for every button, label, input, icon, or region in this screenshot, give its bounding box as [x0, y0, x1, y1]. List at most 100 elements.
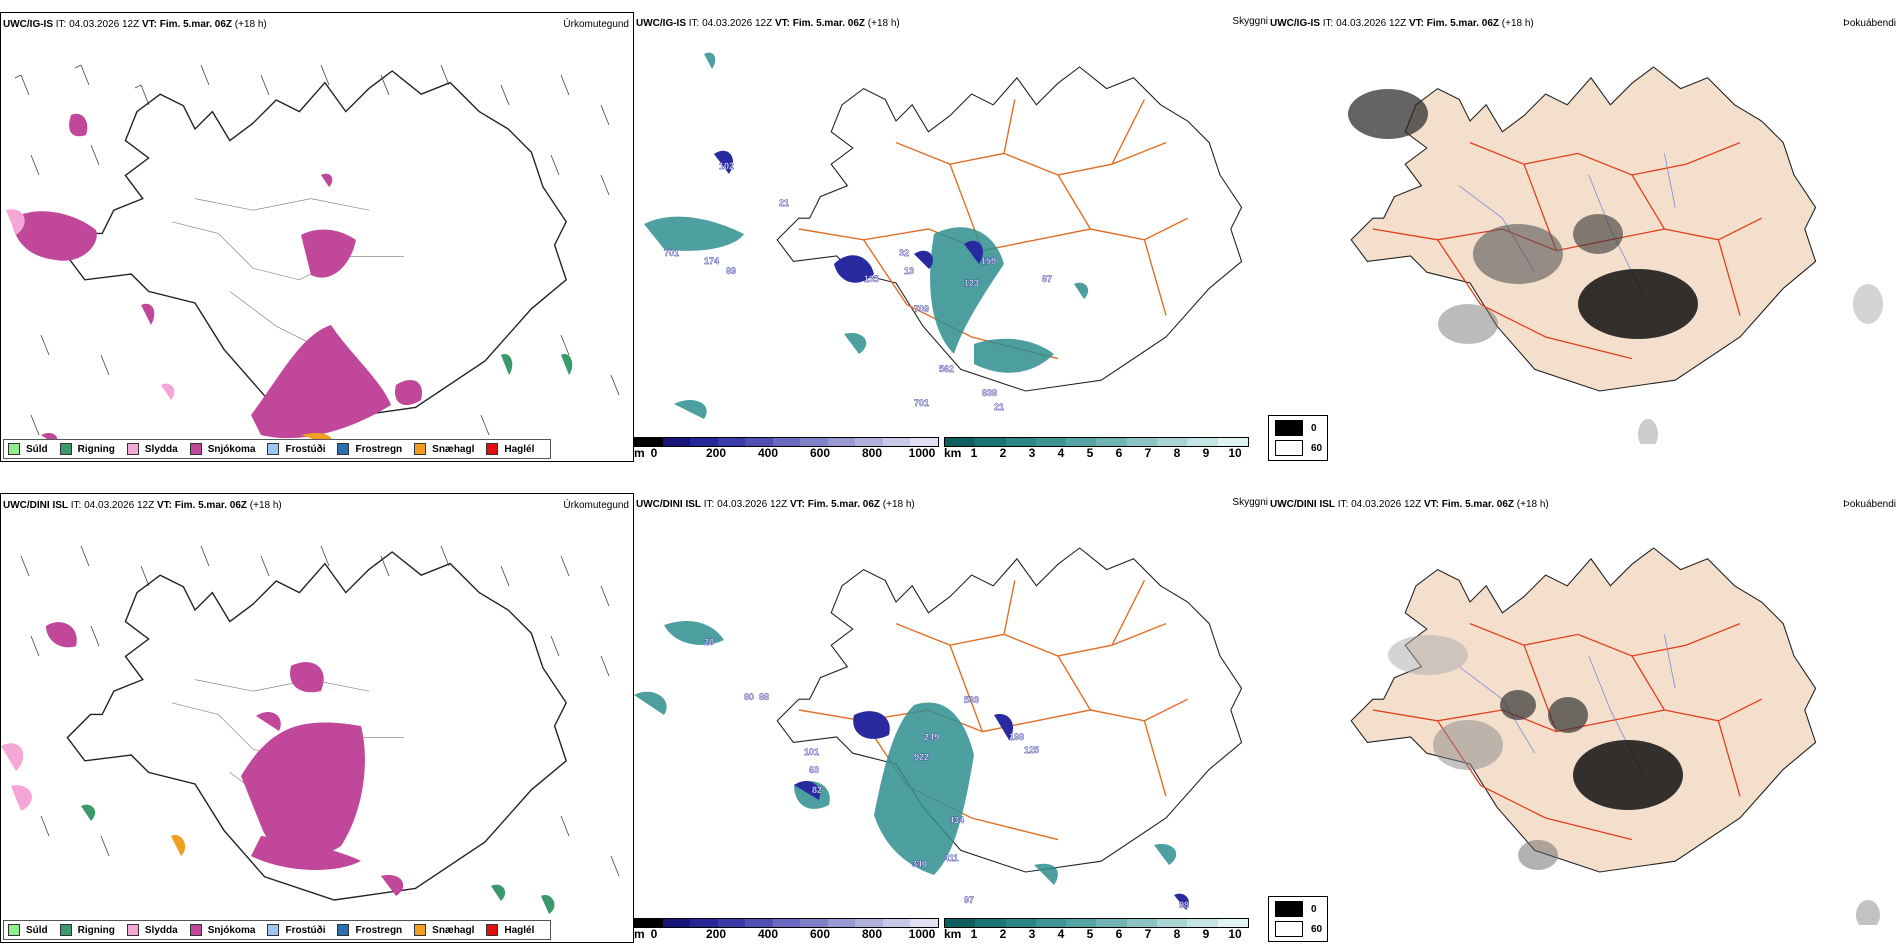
- precip-map-1: [6, 64, 620, 445]
- precip-legend: Súld Rigning Slydda Snjókoma Frostúði Fr…: [3, 439, 552, 459]
- ceiling-label: 159: [981, 256, 996, 266]
- legend-item-haglel: Haglél: [486, 443, 534, 455]
- height-colorbar: m 0 200 400 600 800 1000: [634, 437, 939, 460]
- fog-legend-item: 0: [1275, 901, 1317, 917]
- height-colorbar-gradient: [634, 918, 939, 928]
- fog-legend-item: 60: [1275, 440, 1322, 456]
- panel-title: UWC/DINI ISL IT: 04.03.2026 12Z VT: Fim.…: [1270, 499, 1549, 510]
- swatch: [414, 924, 427, 936]
- precip-legend: Súld Rigning Slydda Snjókoma Frostúði Fr…: [3, 920, 552, 940]
- fog-legend-2: 0 60: [1268, 896, 1328, 942]
- swatch: [486, 924, 499, 936]
- vis-tick: 6: [1115, 927, 1123, 941]
- fog-map-1: [1348, 34, 1883, 444]
- vis-tick: 3: [1028, 927, 1036, 941]
- ceiling-label: 249: [924, 732, 939, 742]
- ceiling-label: 63: [809, 765, 819, 775]
- legend-item-frostudi: Frostúði: [267, 924, 325, 936]
- height-unit: m: [634, 927, 645, 941]
- wind-barbs: [14, 64, 620, 436]
- vis-tick: 4: [1057, 446, 1065, 460]
- visibility-colorbar-gradient: [944, 918, 1249, 928]
- ceiling-label: 89: [726, 266, 736, 276]
- vis-tick: 10: [1228, 446, 1242, 460]
- height-tick: 0: [650, 446, 658, 460]
- ceiling-label: 135: [864, 274, 879, 284]
- legend-item-snaehagl: Snæhagl: [414, 443, 474, 455]
- panel-label-ceiling: Skyggni: [1232, 497, 1268, 508]
- ceiling-label: 32: [899, 248, 909, 258]
- ceiling-label: 21: [779, 198, 789, 208]
- visibility-colorbar: km 1 2 3 4 5 6 7 8 9 10: [944, 918, 1249, 941]
- swatch: [1275, 420, 1303, 436]
- precip-patches: [6, 113, 573, 445]
- panel-label-precip: Úrkomutegund: [563, 19, 629, 30]
- ceiling-label: 411: [944, 853, 959, 863]
- vis-tick: 9: [1202, 927, 1210, 941]
- ceiling-label: 88: [759, 692, 769, 702]
- precip-map-2: [1, 545, 620, 914]
- ceiling-label: 562: [939, 364, 954, 374]
- legend-item-slydda: Slydda: [126, 924, 178, 936]
- vis-tick: 1: [970, 927, 978, 941]
- vis-tick: 4: [1057, 927, 1065, 941]
- visibility-unit: km: [944, 927, 962, 941]
- legend-item-snaehagl: Snæhagl: [414, 924, 474, 936]
- panel-title: UWC/IG-IS IT: 04.03.2026 12Z VT: Fim. 5.…: [636, 18, 900, 29]
- swatch: [59, 924, 72, 936]
- swatch: [126, 924, 139, 936]
- ceiling-label: 701: [664, 248, 679, 258]
- vis-tick: 7: [1144, 446, 1152, 460]
- height-tick: 200: [705, 446, 727, 460]
- ceiling-label: 28: [704, 637, 714, 647]
- panel-label-fog: Þokuábendi: [1843, 499, 1896, 510]
- height-tick: 600: [809, 927, 831, 941]
- swatch: [1275, 440, 1303, 456]
- panel-label-fog: Þokuábendi: [1843, 18, 1896, 29]
- vis-tick: 2: [999, 927, 1007, 941]
- ceiling-label: 13: [904, 266, 914, 276]
- swatch: [267, 924, 280, 936]
- ceiling-panel-2: UWC/DINI ISL IT: 04.03.2026 12Z VT: Fim.…: [634, 493, 1268, 943]
- vis-tick: 9: [1202, 446, 1210, 460]
- ceiling-label: 80: [744, 692, 754, 702]
- vis-tick: 10: [1228, 927, 1242, 941]
- swatch: [267, 443, 280, 455]
- legend-item-sudl: Súld: [8, 443, 48, 455]
- panel-title: UWC/IG-IS IT: 04.03.2026 12Z VT: Fim. 5.…: [1270, 18, 1534, 29]
- ceiling-label: 102: [719, 161, 734, 171]
- ceiling-label: 340: [912, 859, 927, 869]
- ceiling-label: 98: [1179, 900, 1189, 910]
- legend-item-slydda: Slydda: [126, 443, 178, 455]
- ceiling-label: 174: [704, 256, 719, 266]
- fog-panel-2: UWC/DINI ISL IT: 04.03.2026 12Z VT: Fim.…: [1268, 493, 1900, 943]
- ceiling-label: 97: [964, 895, 974, 905]
- height-tick: 200: [705, 927, 727, 941]
- legend-item-frostregn: Frostregn: [337, 924, 402, 936]
- panel-title: UWC/DINI ISL IT: 04.03.2026 12Z VT: Fim.…: [3, 500, 282, 511]
- panel-title: UWC/IG-IS IT: 04.03.2026 12Z VT: Fim. 5.…: [3, 19, 267, 30]
- fog-map-2: [1268, 515, 1880, 925]
- ceiling-label: 87: [1042, 274, 1052, 284]
- vis-tick: 8: [1173, 446, 1181, 460]
- visibility-patches: [644, 52, 1089, 419]
- swatch: [189, 924, 202, 936]
- visibility-colorbar-gradient: [944, 437, 1249, 447]
- fog-patches: [1348, 89, 1883, 444]
- vis-tick: 2: [999, 446, 1007, 460]
- fog-panel-1: UWC/IG-IS IT: 04.03.2026 12Z VT: Fim. 5.…: [1268, 12, 1900, 462]
- ceiling-panel-1: UWC/IG-IS IT: 04.03.2026 12Z VT: Fim. 5.…: [634, 12, 1268, 462]
- height-tick: 1000: [908, 446, 936, 460]
- swatch: [8, 924, 20, 936]
- legend-item-snjokoma: Snjókoma: [189, 924, 255, 936]
- ceiling-patches: [794, 711, 1189, 910]
- precip-type-panel-2: UWC/DINI ISL IT: 04.03.2026 12Z VT: Fim.…: [0, 493, 634, 943]
- height-tick: 400: [757, 927, 779, 941]
- height-tick: 600: [809, 446, 831, 460]
- height-tick: 0: [650, 927, 658, 941]
- vis-tick: 1: [970, 446, 978, 460]
- fog-legend-1: 0 60: [1268, 415, 1328, 461]
- panel-title: UWC/DINI ISL IT: 04.03.2026 12Z VT: Fim.…: [636, 499, 915, 510]
- vis-tick: 5: [1086, 446, 1094, 460]
- legend-item-haglel: Haglél: [486, 924, 534, 936]
